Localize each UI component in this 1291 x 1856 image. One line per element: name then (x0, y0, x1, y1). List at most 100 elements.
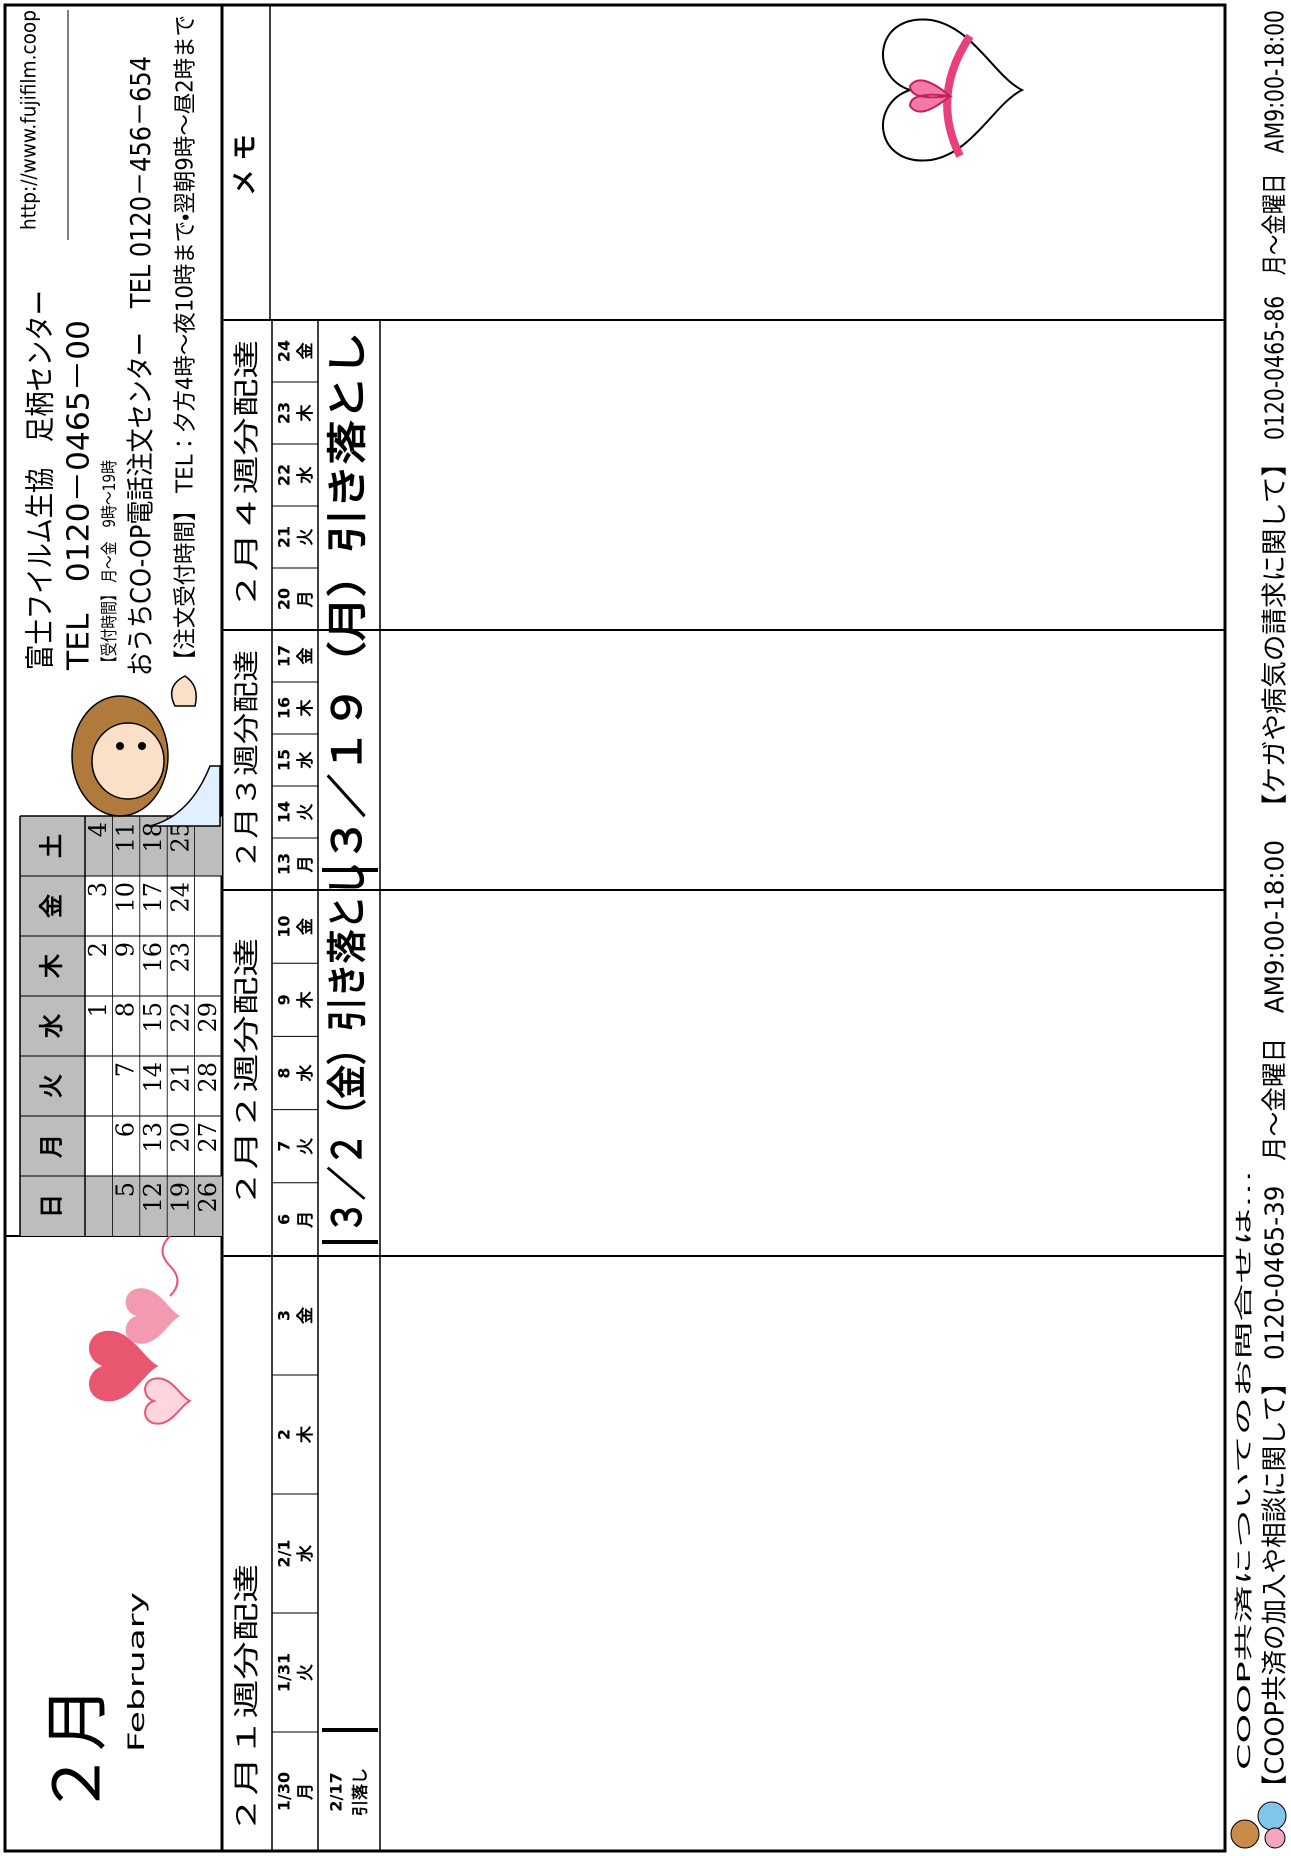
calendar-date: 17 (139, 882, 167, 913)
footer-line: 0120-0465-86 月～金曜日 AM9:00-18:00 (1261, 10, 1291, 440)
day-date: 14 (275, 801, 294, 823)
order-hours: 【注文受付時間】 TEL：夕方4時～夜10時まで・翌朝9時～昼2時まで (173, 15, 199, 671)
footer-line: 0120-0465-39 月～金曜日 AM9:00-18:00 (1261, 840, 1291, 1360)
heart-decoration (125, 1288, 181, 1344)
day-date: 2/1 (275, 1539, 294, 1567)
footer-intro: COOP共済についてのお問合せは… (1234, 1170, 1255, 1770)
week-title: ２月１週分配達 (233, 1564, 263, 1834)
day-date: 6 (275, 1214, 294, 1225)
calendar-weekday: 日 (38, 1194, 66, 1218)
week-title: ２月２週分配達 (233, 938, 263, 1208)
calendar-date: 8 (112, 1002, 140, 1017)
ribbon-decoration (161, 1235, 179, 1297)
calendar-date: 22 (166, 1002, 194, 1033)
calendar-date: 21 (166, 1062, 194, 1093)
day-weekday: 火 (296, 529, 316, 546)
calendar-weekday: 木 (38, 953, 66, 979)
calendar-date: 18 (139, 822, 167, 853)
outer-frame (3, 3, 1227, 1853)
calendar-date: 10 (112, 882, 140, 913)
footer-line: 【COOP共済の加入や相談に関して】 (1261, 1370, 1291, 1800)
memo-title: メ モ (231, 134, 261, 195)
day-date: 23 (275, 402, 294, 424)
url: http://www.fujifilm.coop (17, 10, 41, 230)
calendar-date: 4 (84, 822, 112, 837)
day-weekday: 火 (296, 1664, 316, 1681)
day-weekday: 月 (296, 856, 316, 874)
center-tel: TEL 0120－0465－00 (62, 320, 97, 671)
calendar-date: 11 (112, 822, 140, 853)
calendar-date: 1 (84, 1002, 112, 1017)
day-weekday: 月 (296, 591, 316, 609)
calendar-weekday: 水 (38, 1013, 66, 1039)
calendar-date: 25 (166, 822, 194, 853)
calendar-sunday-bg (85, 1176, 222, 1236)
calendar-date: 14 (139, 1062, 167, 1093)
day-date: 7 (275, 1141, 294, 1152)
day-date: 9 (275, 994, 294, 1005)
debit-label: 引落し (351, 1768, 370, 1816)
day-weekday: 金 (295, 1307, 316, 1324)
month-english: February (125, 1592, 150, 1752)
calendar-weekday: 土 (38, 834, 66, 858)
calendar-date: 6 (112, 1122, 140, 1137)
calendar-date: 15 (139, 1002, 167, 1033)
day-weekday: 金 (295, 648, 316, 665)
calendar-weekday: 火 (38, 1074, 66, 1098)
day-weekday: 水 (295, 751, 316, 770)
illustration-body (149, 765, 221, 827)
heart-decoration (89, 1330, 159, 1402)
center-name: 富士フイルム生協 足柄センター (24, 290, 59, 670)
day-weekday: 火 (296, 1138, 316, 1155)
week-title: ２月４週分配達 (233, 340, 263, 610)
day-weekday: 木 (295, 1425, 316, 1444)
day-date: 16 (275, 697, 294, 719)
calendar-date: 3 (84, 882, 112, 897)
calendar-date: 2 (84, 942, 112, 957)
day-date: 24 (275, 340, 294, 362)
day-date: 3 (275, 1310, 294, 1321)
debit-date: 2/17 (327, 1772, 346, 1811)
calendar-date: 19 (166, 1182, 194, 1213)
debit-text: ３／１９（月）引き落とし (325, 332, 371, 862)
day-weekday: 火 (296, 804, 316, 821)
footer-icon (1264, 1827, 1286, 1849)
illustration-eye (138, 742, 146, 750)
debit-bar (322, 1728, 378, 1732)
day-weekday: 月 (296, 1783, 316, 1801)
week-title: ２月３週分配達 (233, 650, 263, 870)
calendar-date: 9 (112, 942, 140, 957)
heart-decoration (144, 1377, 192, 1425)
calendar-date: 24 (166, 882, 194, 913)
calendar-weekday: 月 (38, 1134, 66, 1159)
illustration-hand (170, 675, 197, 707)
day-date: 1/30 (275, 1772, 294, 1811)
calendar-date: 16 (139, 942, 167, 973)
day-weekday: 水 (295, 1064, 316, 1083)
day-date: 13 (275, 853, 294, 875)
gift-heart (882, 18, 1025, 162)
day-date: 20 (275, 588, 294, 610)
day-weekday: 木 (295, 990, 316, 1009)
month-title: ２月 (42, 1686, 116, 1816)
calendar-weekday: 金 (38, 894, 66, 918)
calendar-saturday-bg (85, 816, 222, 876)
calendar-date: 13 (139, 1122, 167, 1153)
day-date: 8 (275, 1067, 294, 1078)
footer-icon (1257, 1801, 1287, 1831)
calendar-date: 7 (112, 1062, 140, 1077)
day-date: 15 (275, 749, 294, 771)
calendar-date: 5 (112, 1182, 140, 1197)
illustration-eye (116, 742, 124, 750)
debit-bar (322, 1240, 378, 1244)
order-center: おうちCO-OP電話注文センター TEL 0120－456－654 (124, 56, 157, 676)
day-weekday: 水 (295, 1544, 316, 1563)
footer-line: 【ケガや病気の請求に関して】 (1261, 450, 1291, 820)
debit-bar (322, 868, 378, 872)
calendar-date: 12 (139, 1182, 167, 1213)
calendar-date: 27 (194, 1122, 222, 1153)
calendar-date: 28 (194, 1062, 222, 1093)
